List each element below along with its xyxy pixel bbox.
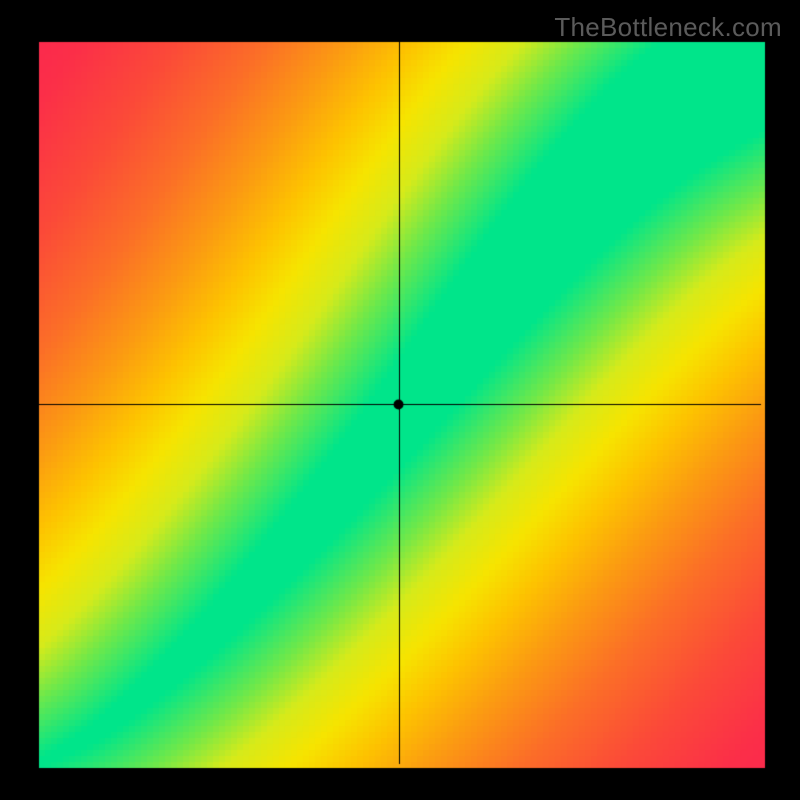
watermark-text: TheBottleneck.com (554, 12, 782, 43)
bottleneck-heatmap (0, 0, 800, 800)
